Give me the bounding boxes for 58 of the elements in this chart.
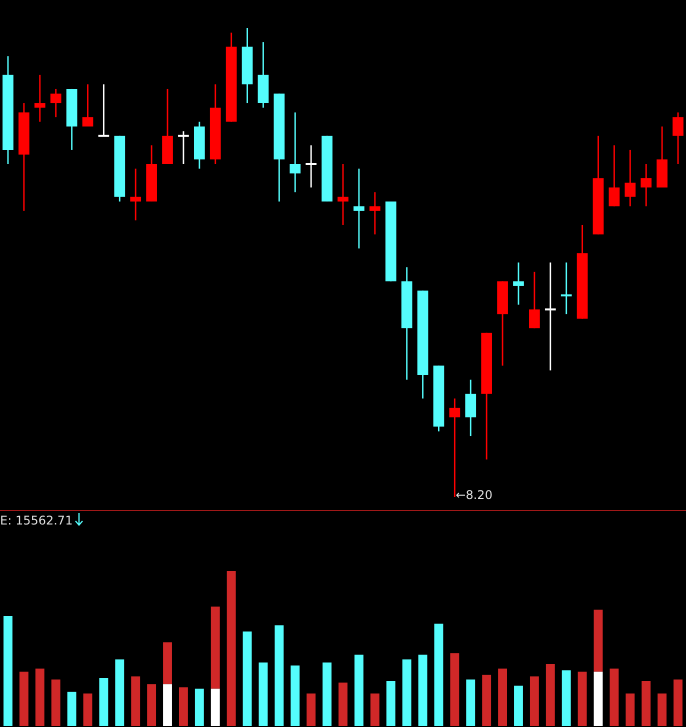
bar (530, 676, 539, 726)
bar (466, 680, 476, 726)
bar (226, 571, 236, 726)
bar (19, 672, 28, 726)
candlestick (354, 168, 364, 248)
candlestick (369, 192, 380, 234)
candlestick (130, 168, 142, 220)
candlestick (178, 131, 189, 164)
bar (179, 687, 188, 726)
bar (578, 672, 587, 726)
bar (258, 662, 268, 726)
bar (163, 642, 172, 684)
bar (67, 692, 76, 726)
bar (338, 682, 348, 726)
candlestick (98, 84, 110, 137)
bar (322, 662, 332, 726)
bar (354, 654, 364, 726)
bar (498, 668, 507, 726)
bar (642, 681, 651, 726)
candlestick (34, 74, 46, 122)
bar (594, 672, 603, 726)
bar (4, 616, 12, 726)
bar (115, 659, 124, 726)
candlestick (290, 112, 301, 192)
bar (274, 625, 284, 726)
bar (546, 664, 555, 726)
bar (83, 693, 92, 726)
bar (290, 666, 300, 726)
bar (450, 653, 460, 726)
bar (402, 659, 412, 726)
bar (514, 686, 523, 726)
bar (51, 680, 60, 726)
annotation: ←8.20 (456, 488, 492, 502)
bar (99, 678, 108, 726)
bar (194, 688, 204, 726)
bar (163, 684, 172, 726)
bar (210, 606, 220, 689)
bar (594, 610, 603, 672)
bar (210, 688, 220, 726)
candlestick (560, 262, 572, 314)
bar (35, 668, 44, 726)
bar (418, 654, 428, 726)
bar (131, 676, 140, 726)
bar (370, 693, 380, 726)
bar (434, 624, 444, 726)
bar (674, 680, 682, 726)
bar (482, 674, 492, 726)
bar (242, 631, 252, 726)
bar (658, 693, 667, 726)
candlestick (544, 262, 556, 370)
bar (306, 693, 316, 726)
chart-title: E: 15562.71 (0, 513, 74, 529)
bar (562, 670, 571, 726)
bar (386, 681, 396, 726)
candlestick (306, 145, 317, 188)
bar (147, 684, 156, 726)
bar (626, 693, 635, 726)
bar (610, 668, 619, 726)
